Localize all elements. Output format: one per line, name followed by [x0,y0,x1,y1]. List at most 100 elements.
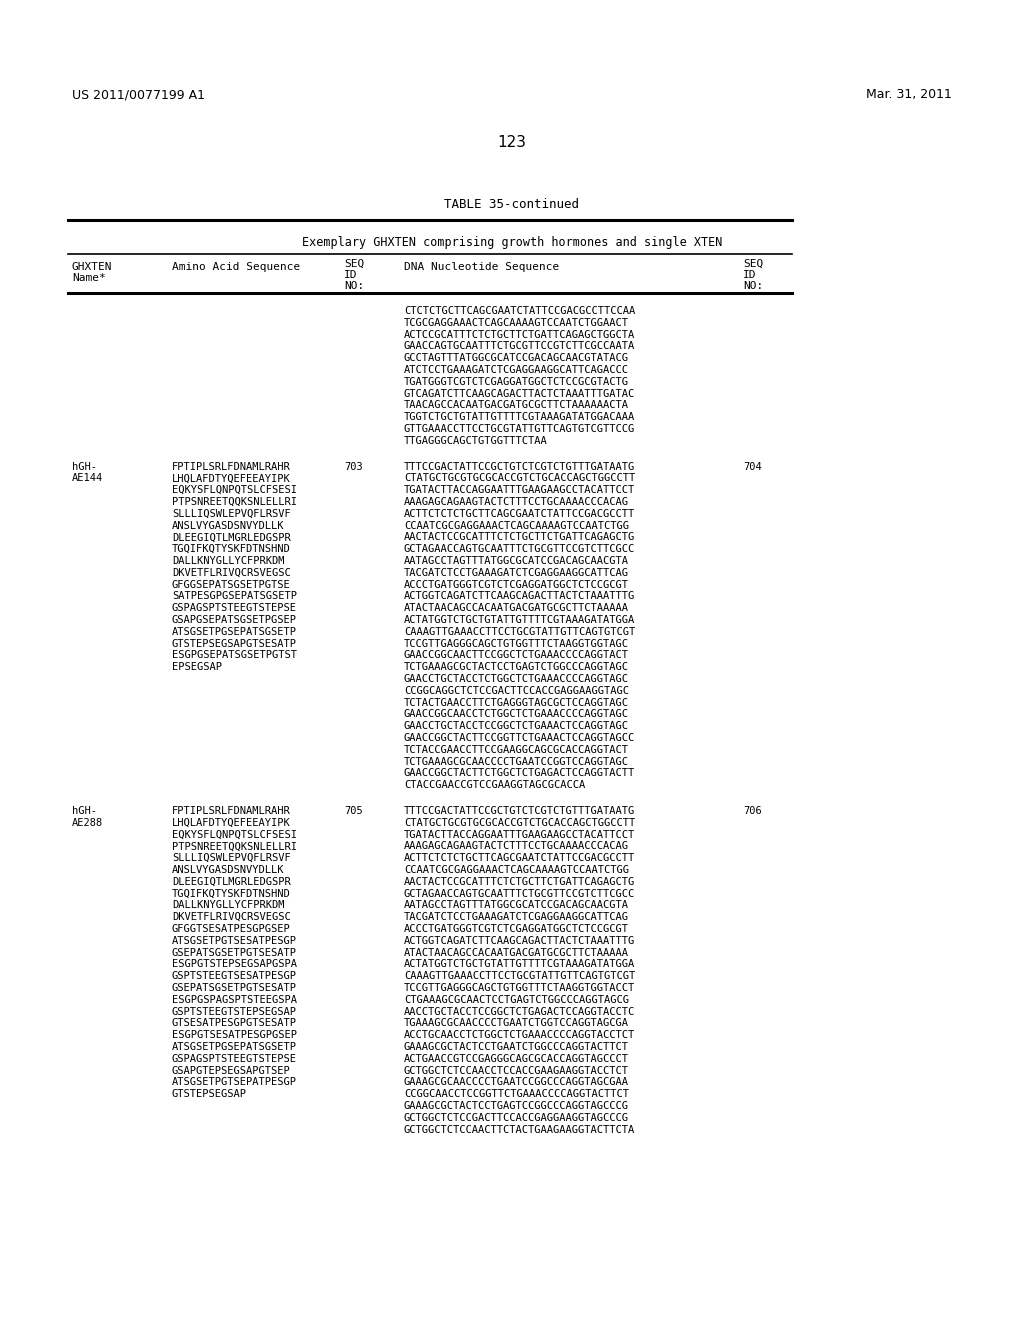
Text: GCCTAGTTTATGGCGCATCCGACAGCAACGTATACG: GCCTAGTTTATGGCGCATCCGACAGCAACGTATACG [404,354,629,363]
Text: DKVETFLRIVQCRSVEGSC: DKVETFLRIVQCRSVEGSC [172,912,291,923]
Text: GFGGTSESATPESGPGSEP: GFGGTSESATPESGPGSEP [172,924,291,935]
Text: ACTTCTCTCTGCTTCAGCGAATCTATTCCGACGCCTT: ACTTCTCTCTGCTTCAGCGAATCTATTCCGACGCCTT [404,853,635,863]
Text: ACCCTGATGGGTCGTCTCGAGGATGGCTCTCCGCGT: ACCCTGATGGGTCGTCTCGAGGATGGCTCTCCGCGT [404,579,629,590]
Text: AE144: AE144 [72,474,103,483]
Text: Name*: Name* [72,273,105,282]
Text: Amino Acid Sequence: Amino Acid Sequence [172,261,300,272]
Text: FPTIPLSRLFDNAMLRAHR: FPTIPLSRLFDNAMLRAHR [172,807,291,816]
Text: DLEEGIQTLMGRLEDGSPR: DLEEGIQTLMGRLEDGSPR [172,876,291,887]
Text: DNA Nucleotide Sequence: DNA Nucleotide Sequence [404,261,559,272]
Text: CCAATCGCGAGGAAACTCAGCAAAАGTCCAATCTGG: CCAATCGCGAGGAAACTCAGCAAAАGTCCAATCTGG [404,865,629,875]
Text: GAAAGCGCAACCCCTGAATCCGGCCCAGGTAGCGAA: GAAAGCGCAACCCCTGAATCCGGCCCAGGTAGCGAA [404,1077,629,1088]
Text: TCTGAAAGCGCTACTCCTGAGTCTGGCCCAGGTAGC: TCTGAAAGCGCTACTCCTGAGTCTGGCCCAGGTAGC [404,663,629,672]
Text: GAACCAGTGCAATTTCTGCGTTCCGTCTTCGCCAATA: GAACCAGTGCAATTTCTGCGTTCCGTCTTCGCCAATA [404,342,635,351]
Text: GTSESATPESGPGTSESATP: GTSESATPESGPGTSESATP [172,1019,297,1028]
Text: TACGATCTCCTGAAAGATCTCGAGGAAGGCATTCAG: TACGATCTCCTGAAAGATCTCGAGGAAGGCATTCAG [404,912,629,923]
Text: ACTGGTCAGATCTTCAAGCAGACTTACTCTAAATTTG: ACTGGTCAGATCTTCAAGCAGACTTACTCTAAATTTG [404,936,635,946]
Text: ACTGGTCAGATCTTCAAGCAGACTTACTCTAAATTTG: ACTGGTCAGATCTTCAAGCAGACTTACTCTAAATTTG [404,591,635,602]
Text: TCCGTTGAGGGCAGCTGTGGTTTCTAAGGTGGTACCT: TCCGTTGAGGGCAGCTGTGGTTTCTAAGGTGGTACCT [404,983,635,993]
Text: GSPTSTEEGTSESATPESGP: GSPTSTEEGTSESATPESGP [172,972,297,981]
Text: AATAGCCTAGTTTATGGCGCATCCGACAGCAACGTA: AATAGCCTAGTTTATGGCGCATCCGACAGCAACGTA [404,556,629,566]
Text: AACTACTCCGCATTTCTCTGCTTCTGATTCAGAGCTG: AACTACTCCGCATTTCTCTGCTTCTGATTCAGAGCTG [404,876,635,887]
Text: ATSGSETPGSEPATSGSЕTP: ATSGSETPGSEPATSGSЕTP [172,627,297,636]
Text: CTATGCTGCGTGCGCACCGTCTGCACCAGCTGGCCTT: CTATGCTGCGTGCGCACCGTCTGCACCAGCTGGCCTT [404,474,635,483]
Text: GTTGAAACCTTCCTGCGTATTGTTCAGTGTCGTTCCG: GTTGAAACCTTCCTGCGTATTGTTCAGTGTCGTTCCG [404,424,635,434]
Text: GFGGSEPATSGSЕТPGTSE: GFGGSEPATSGSЕТPGTSE [172,579,291,590]
Text: GCTAGAACCAGTGCAATTTCTGCGTTCCGTCTTCGCC: GCTAGAACCAGTGCAATTTCTGCGTTCCGTCTTCGCC [404,544,635,554]
Text: FPTIPLSRLFDNAMLRAHR: FPTIPLSRLFDNAMLRAHR [172,462,291,471]
Text: GAAAGCGCTACTCCTGAGTCCGGCCCAGGTAGCCCG: GAAAGCGCTACTCCTGAGTCCGGCCCAGGTAGCCCG [404,1101,629,1111]
Text: TCTGAAAGCGCAACCCCTGAATCCGGTCCAGGTAGC: TCTGAAAGCGCAACCCCTGAATCCGGTCCAGGTAGC [404,756,629,767]
Text: TCTACTGAACCTTCTGAGGGTAGCGCTCCAGGTAGC: TCTACTGAACCTTCTGAGGGTAGCGCTCCAGGTAGC [404,697,629,708]
Text: ANSLVYGASDSNVYDLLK: ANSLVYGASDSNVYDLLK [172,865,285,875]
Text: GHXTEN: GHXTEN [72,261,113,272]
Text: CAAAGTTGAAACCTTCCTGCGTATTGTTCAGTGTCGT: CAAAGTTGAAACCTTCCTGCGTATTGTTCAGTGTCGT [404,972,635,981]
Text: ATSGSETPGTSESATPESGP: ATSGSETPGTSESATPESGP [172,936,297,946]
Text: TTTCCGACTATTCCGCTGTCTCGTCTGTTTGATAATG: TTTCCGACTATTCCGCTGTCTCGTCTGTTTGATAATG [404,807,635,816]
Text: 703: 703 [344,462,362,471]
Text: GAACCTGCTACCTCTGGCTCTGAAACCCCAGGTAGC: GAACCTGCTACCTCTGGCTCTGAAACCCCAGGTAGC [404,675,629,684]
Text: AATAGCCTAGTTTATGGCGCATCCGACAGCAACGTA: AATAGCCTAGTTTATGGCGCATCCGACAGCAACGTA [404,900,629,911]
Text: 704: 704 [743,462,762,471]
Text: 123: 123 [498,135,526,150]
Text: GTSTEPSEGSAPGTSESATP: GTSTEPSEGSAPGTSESATP [172,639,297,648]
Text: ESGPGTSESATPESGPGSEP: ESGPGTSESATPESGPGSEP [172,1030,297,1040]
Text: hGH-: hGH- [72,807,97,816]
Text: CAAAGTTGAAACCTTCCTGCGTATTGTTCAGTGTCGT: CAAAGTTGAAACCTTCCTGCGTATTGTTCAGTGTCGT [404,627,635,636]
Text: DLEEGIQTLMGRLEDGSPR: DLEEGIQTLMGRLEDGSPR [172,532,291,543]
Text: GTSTEPSEGSAP: GTSTEPSEGSAP [172,1089,247,1100]
Text: ACTATGGTCTGCTGTATTGTTTTCGTAAAGATATGGA: ACTATGGTCTGCTGTATTGTTTTCGTAAAGATATGGA [404,960,635,969]
Text: ESGPGTSTEPSEGSAPGSPA: ESGPGTSTEPSEGSAPGSPA [172,960,297,969]
Text: GSEPATSGSETPGTSESATP: GSEPATSGSETPGTSESATP [172,948,297,957]
Text: TAACAGCCACAATGACGATGCGCTTCTAAAAAACTA: TAACAGCCACAATGACGATGCGCTTCTAAAAAACTA [404,400,629,411]
Text: DALLKNYGLLYCFPRKDM: DALLKNYGLLYCFPRKDM [172,556,285,566]
Text: GCTGGCTCTCCAACTTCTACTGAAGAAGGTACTTCTA: GCTGGCTCTCCAACTTCTACTGAAGAAGGTACTTCTA [404,1125,635,1135]
Text: GAACCTGCTACCTCCGGCTCTGAAACTCCAGGTAGC: GAACCTGCTACCTCCGGCTCTGAAACTCCAGGTAGC [404,721,629,731]
Text: SEQ: SEQ [344,259,365,269]
Text: SATPESGPGSEPATSGSЕTP: SATPESGPGSEPATSGSЕTP [172,591,297,602]
Text: GAACCGGCAACTTCCGGCTCTGAAACCCCAGGTACT: GAACCGGCAACTTCCGGCTCTGAAACCCCAGGTACT [404,651,629,660]
Text: ACTATGGTCTGCTGTATTGTTTTCGTAAAGATATGGA: ACTATGGTCTGCTGTATTGTTTTCGTAAAGATATGGA [404,615,635,624]
Text: DALLKNYGLLYCFPRKDM: DALLKNYGLLYCFPRKDM [172,900,285,911]
Text: ACCTGCAACCTCTGGCTCTGAAACCCCAGGTACCTCT: ACCTGCAACCTCTGGCTCTGAAACCCCAGGTACCTCT [404,1030,635,1040]
Text: TABLE 35-continued: TABLE 35-continued [444,198,580,211]
Text: ATACTAACAGCCACAATGACGATGCGCTTCTAAAAA: ATACTAACAGCCACAATGACGATGCGCTTCTAAAAA [404,948,629,957]
Text: GCTGGCTCTCCAACCTCCACCGAAGAAGGTACCTCT: GCTGGCTCTCCAACCTCCACCGAAGAAGGTACCTCT [404,1065,629,1076]
Text: Mar. 31, 2011: Mar. 31, 2011 [866,88,952,102]
Text: ID: ID [743,271,757,280]
Text: GSAPGSEPATSGSЕТРGSEP: GSAPGSEPATSGSЕТРGSEP [172,615,297,624]
Text: AAAGAGCAGAAGTACTCTTTCCTGCAAAACCCACAG: AAAGAGCAGAAGTACTCTTTCCTGCAAAACCCACAG [404,841,629,851]
Text: TCTACCGAACCTTCCGAAGGCAGCGCACCAGGТACT: TCTACCGAACCTTCCGAAGGCAGCGCACCAGGТACT [404,744,629,755]
Text: GAACCGGCTACTTCTGGCTCTGAGACTCCAGGTACTT: GAACCGGCTACTTCTGGCTCTGAGACTCCAGGTACTT [404,768,635,779]
Text: AE288: AE288 [72,818,103,828]
Text: SLLLIQSWLEPVQFLRSVF: SLLLIQSWLEPVQFLRSVF [172,508,291,519]
Text: TGATACTTACCAGGAATTTGAAGAAGCCTACATTCCT: TGATACTTACCAGGAATTTGAAGAAGCCTACATTCCT [404,486,635,495]
Text: PTPSNREETQQKSNLELLRI: PTPSNREETQQKSNLELLRI [172,841,297,851]
Text: TGATACTTACCAGGAATTTGAAGAAGCCTACATTCCT: TGATACTTACCAGGAATTTGAAGAAGCCTACATTCCT [404,829,635,840]
Text: GAACCGGCTACTTCCGGTTCTGAAACTCCAGGTAGCC: GAACCGGCTACTTCCGGTTCTGAAACTCCAGGTAGCC [404,733,635,743]
Text: CTATGCTGCGTGCGCACCGTCTGCACCAGCTGGCCTT: CTATGCTGCGTGCGCACCGTCTGCACCAGCTGGCCTT [404,818,635,828]
Text: ATACTAACAGCCACAATGACGATGCGCTTCTAAAAA: ATACTAACAGCCACAATGACGATGCGCTTCTAAAAA [404,603,629,614]
Text: ATSGSETPGTSEPATPESGP: ATSGSETPGTSEPATPESGP [172,1077,297,1088]
Text: GAAAGCGCTACTCCTGAATCTGGCCCAGGTACTTCT: GAAAGCGCTACTCCTGAATCTGGCCCAGGTACTTCT [404,1041,629,1052]
Text: 706: 706 [743,807,762,816]
Text: GCTAGAACCAGTGCAATTTCTGCGTTCCGTCTTCGCC: GCTAGAACCAGTGCAATTTCTGCGTTCCGTCTTCGCC [404,888,635,899]
Text: ATCTCCTGAAAGATCTCGAGGAAGGCATTCAGACCC: ATCTCCTGAAAGATCTCGAGGAAGGCATTCAGACCC [404,366,629,375]
Text: NO:: NO: [344,281,365,290]
Text: Exemplary GHXTEN comprising growth hormones and single XTEN: Exemplary GHXTEN comprising growth hormo… [302,236,722,249]
Text: CCGGCAACCTCCGGTTCTGAAACCCCAGGTACTTCT: CCGGCAACCTCCGGTTCTGAAACCCCAGGTACTTCT [404,1089,629,1100]
Text: GSPTSTEEGTSTEPSEGSAP: GSPTSTEEGTSTEPSEGSAP [172,1007,297,1016]
Text: ESGPGSPAGSPTSTEEGSPA: ESGPGSPAGSPTSTEEGSPA [172,995,297,1005]
Text: GAACCGGCAACCTCTGGCTCTGAAACCCCAGGTAGC: GAACCGGCAACCTCTGGCTCTGAAACCCCAGGTAGC [404,709,629,719]
Text: GTCAGATCTTCAAGCAGACTTACTCTAAATTTGATAC: GTCAGATCTTCAAGCAGACTTACTCTAAATTTGATAC [404,388,635,399]
Text: NO:: NO: [743,281,763,290]
Text: LHQLAFDTYQEFEEAYIPK: LHQLAFDTYQEFEEAYIPK [172,818,291,828]
Text: TGAAAGCGCAACCCCTGAATCTGGTCCAGGTAGCGA: TGAAAGCGCAACCCCTGAATCTGGTCCAGGTAGCGA [404,1019,629,1028]
Text: EQKYSFLQNPQTSLCFSESI: EQKYSFLQNPQTSLCFSESI [172,486,297,495]
Text: EQKYSFLQNPQTSLCFSESI: EQKYSFLQNPQTSLCFSESI [172,829,297,840]
Text: ANSLVYGASDSNVYDLLK: ANSLVYGASDSNVYDLLK [172,520,285,531]
Text: US 2011/0077199 A1: US 2011/0077199 A1 [72,88,205,102]
Text: DKVETFLRIVQCRSVEGSC: DKVETFLRIVQCRSVEGSC [172,568,291,578]
Text: AACTACTCCGCATTTCTCTGCTTCTGATTCAGAGCTG: AACTACTCCGCATTTCTCTGCTTCTGATTCAGAGCTG [404,532,635,543]
Text: GCTGGCTCTCCGACTTCCACCGAGGAAGGTAGCCCG: GCTGGCTCTCCGACTTCCACCGAGGAAGGTAGCCCG [404,1113,629,1123]
